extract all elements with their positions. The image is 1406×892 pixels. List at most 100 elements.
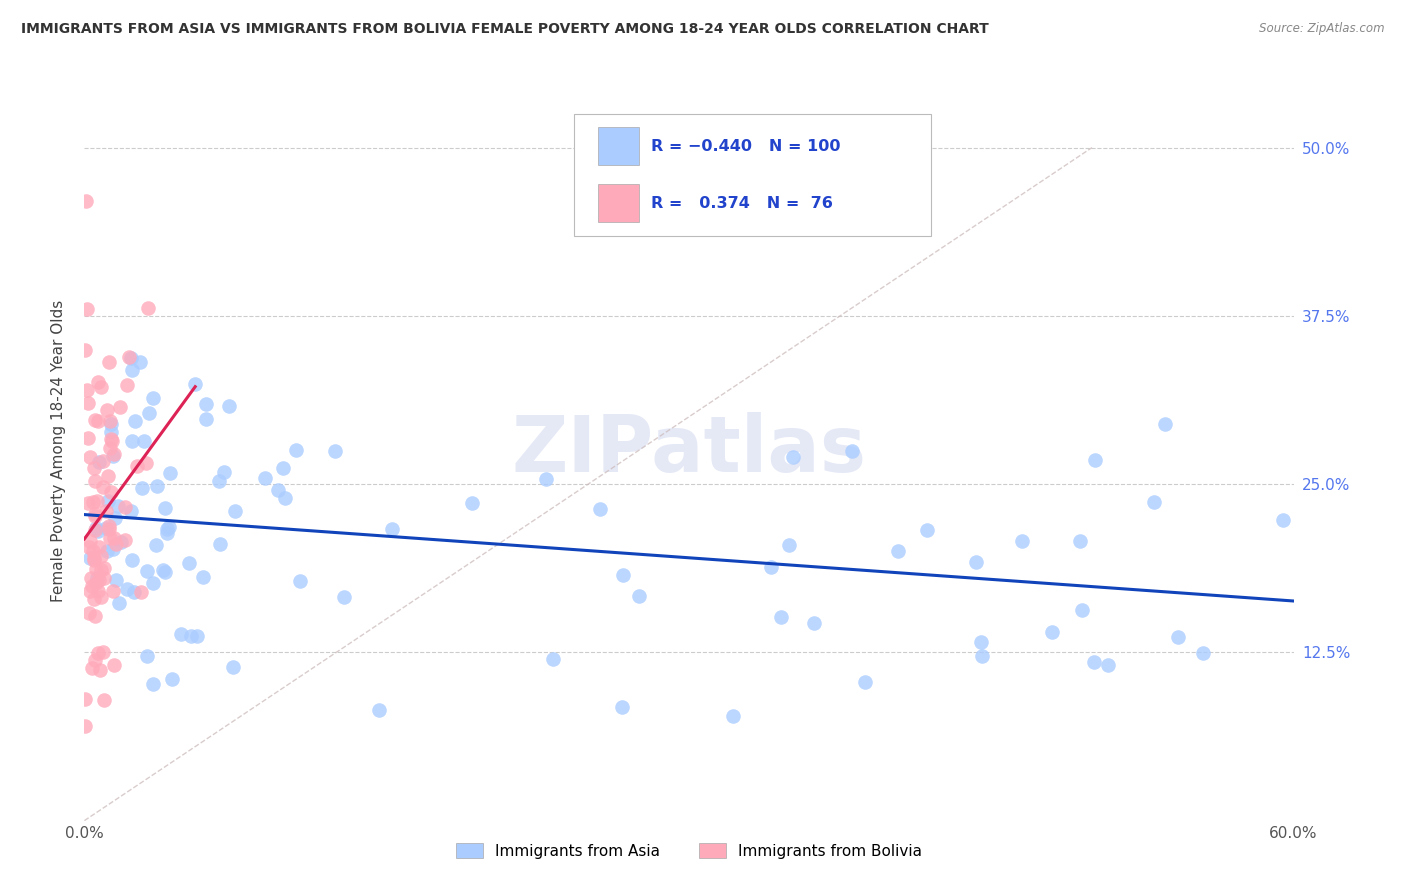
Point [156, 522, 179, 536]
Point [104, 537, 127, 551]
Point [212, 466, 235, 480]
Point [266, 483, 288, 497]
Point [135, 456, 157, 470]
Legend: Immigrants from Asia, Immigrants from Bolivia: Immigrants from Asia, Immigrants from Bo… [450, 837, 928, 865]
Point [1097, 658, 1119, 673]
Point [124, 414, 146, 428]
Point [221, 659, 243, 673]
Point [534, 472, 557, 486]
Point [1042, 624, 1064, 639]
Point [87, 524, 110, 539]
Point [915, 523, 938, 537]
Point [90, 590, 112, 604]
Point [103, 531, 125, 545]
Point [79, 607, 101, 621]
Point [101, 449, 124, 463]
Point [461, 496, 484, 510]
Point [90, 380, 112, 394]
Point [98, 519, 121, 533]
Point [218, 400, 240, 414]
Text: R =   0.374   N =  76: R = 0.374 N = 76 [651, 195, 834, 211]
Y-axis label: Female Poverty Among 18-24 Year Olds: Female Poverty Among 18-24 Year Olds [51, 300, 66, 601]
Point [177, 556, 200, 570]
Point [381, 522, 404, 536]
Text: R = −0.440   N = 100: R = −0.440 N = 100 [651, 138, 841, 153]
Point [84, 523, 107, 537]
Point [841, 444, 863, 458]
Point [80, 571, 103, 585]
Point [159, 466, 181, 480]
Point [135, 564, 157, 578]
Point [86, 571, 108, 585]
Point [138, 406, 160, 420]
Point [82, 544, 104, 558]
Point [224, 503, 246, 517]
Point [153, 500, 176, 515]
Point [83, 592, 105, 607]
Point [122, 585, 145, 599]
Point [152, 564, 174, 578]
Point [970, 648, 993, 663]
Point [104, 574, 127, 588]
Point [98, 531, 121, 545]
Point [121, 362, 143, 376]
Point [82, 495, 104, 509]
Point [114, 533, 136, 548]
Point [83, 609, 105, 624]
Point [98, 442, 121, 456]
Point [75, 692, 97, 706]
Point [75, 194, 97, 209]
Point [91, 645, 114, 659]
Point [114, 500, 136, 514]
Point [76, 496, 98, 510]
Point [129, 585, 152, 599]
Point [84, 562, 107, 576]
Point [1083, 453, 1105, 467]
Point [195, 411, 218, 425]
Point [121, 553, 143, 567]
FancyBboxPatch shape [574, 113, 931, 235]
Point [83, 653, 105, 667]
Point [184, 376, 207, 391]
Point [73, 719, 96, 733]
Point [323, 443, 346, 458]
Point [87, 375, 110, 389]
Point [97, 355, 120, 369]
Point [157, 519, 180, 533]
Point [208, 474, 231, 488]
Point [132, 434, 155, 449]
Point [76, 431, 98, 445]
Text: Source: ZipAtlas.com: Source: ZipAtlas.com [1260, 22, 1385, 36]
Point [97, 468, 120, 483]
Point [1167, 630, 1189, 644]
Point [1071, 603, 1094, 617]
Point [101, 583, 124, 598]
Point [96, 403, 118, 417]
Point [79, 583, 101, 598]
Point [98, 522, 121, 536]
Point [80, 661, 103, 675]
Point [89, 663, 111, 677]
Point [778, 538, 800, 552]
Point [131, 481, 153, 495]
Point [723, 709, 745, 723]
Text: IMMIGRANTS FROM ASIA VS IMMIGRANTS FROM BOLIVIA FEMALE POVERTY AMONG 18-24 YEAR : IMMIGRANTS FROM ASIA VS IMMIGRANTS FROM … [21, 22, 988, 37]
Point [541, 652, 564, 666]
Point [83, 508, 105, 523]
Point [612, 568, 634, 582]
Point [87, 541, 110, 555]
Point [86, 414, 108, 428]
Point [145, 538, 167, 552]
Point [79, 551, 101, 566]
Point [83, 553, 105, 567]
Point [142, 575, 165, 590]
Point [153, 565, 176, 579]
Point [288, 574, 311, 588]
FancyBboxPatch shape [599, 127, 640, 165]
Point [770, 610, 793, 624]
Point [1011, 534, 1033, 549]
Point [333, 591, 356, 605]
Point [93, 571, 115, 585]
Point [782, 450, 804, 464]
Point [612, 699, 634, 714]
